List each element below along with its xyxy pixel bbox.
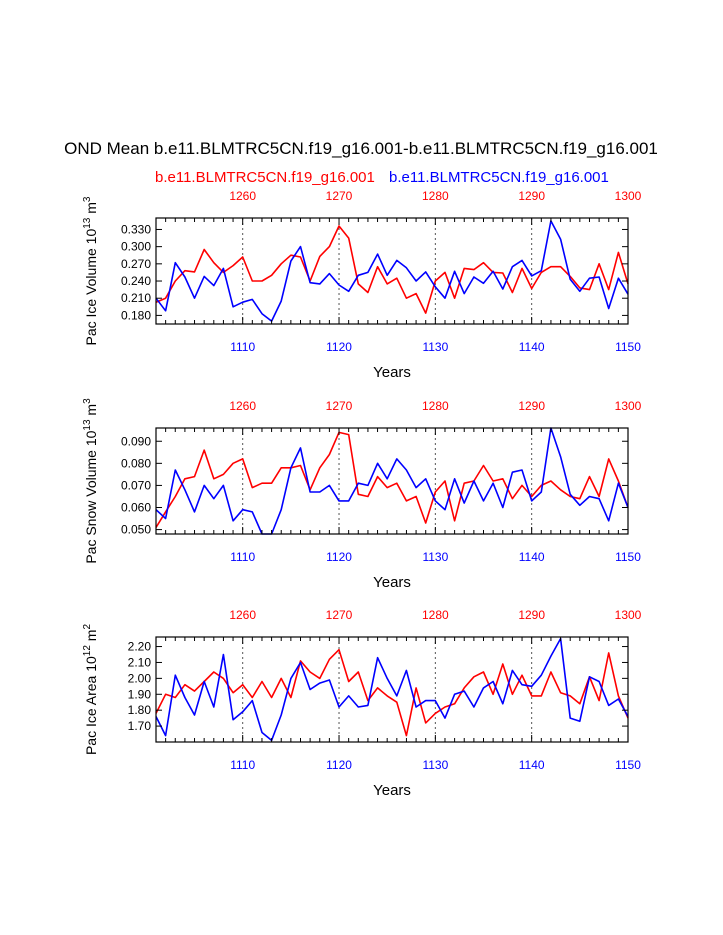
x-tick-label-top: 1290 xyxy=(518,399,545,413)
panel-ice-volume: 0.180 0.210 0.240 0.270 0.300 0.330 1110 1120 11… xyxy=(82,189,642,381)
x-tick-label-top: 1270 xyxy=(326,608,353,622)
x-tick-label-bottom: 1140 xyxy=(519,550,545,564)
x-tick-label-top: 1280 xyxy=(422,399,449,413)
x-tick-label-top: 1270 xyxy=(326,399,353,413)
x-tick-label-bottom: 1150 xyxy=(615,340,641,354)
y-tick-label: 0.240 xyxy=(121,274,151,288)
plot-frame xyxy=(155,217,629,325)
y-tick-label: 0.330 xyxy=(121,222,151,236)
x-axis-label: Years xyxy=(373,364,411,381)
x-tick-label-bottom: 1120 xyxy=(326,550,352,564)
x-tick-label-bottom: 1150 xyxy=(615,758,641,772)
series-line-blue xyxy=(155,427,629,535)
y-tick-label: 0.080 xyxy=(121,456,151,470)
panel-ice-area: 1.70 1.80 1.90 2.00 2.102.20 1110 1120 1130 1140… xyxy=(82,608,642,799)
x-tick-label-top: 1260 xyxy=(229,608,256,622)
x-tick-label-top: 1270 xyxy=(326,189,353,203)
x-tick-label-top: 1280 xyxy=(422,608,449,622)
series-line-red xyxy=(155,648,629,737)
y-tick-label: 0.050 xyxy=(121,523,151,537)
y-tick-label: 2.10 xyxy=(128,655,152,669)
series-line-blue xyxy=(155,637,629,742)
x-tick-label-bottom: 1150 xyxy=(615,550,641,564)
y-tick-label: 0.300 xyxy=(121,240,151,254)
x-tick-label-bottom: 1120 xyxy=(326,758,352,772)
page-title: OND Mean b.e11.BLMTRC5CN.f19_g16.001-b.e… xyxy=(64,139,658,158)
series-line-red xyxy=(155,431,629,528)
x-tick-label-top: 1300 xyxy=(615,189,642,203)
x-tick-label-top: 1260 xyxy=(229,399,256,413)
x-tick-label-top: 1300 xyxy=(615,608,642,622)
x-tick-label-bottom: 1140 xyxy=(519,758,545,772)
x-axis-label: Years xyxy=(373,782,411,799)
x-tick-label-top: 1290 xyxy=(518,189,545,203)
legend-blue-label: b.e11.BLMTRC5CN.f19_g16.001 xyxy=(389,169,609,186)
y-axis-label: Pac Ice Volume 1013 m3 xyxy=(82,196,99,345)
y-axis-label: Pac Ice Area 1012 m2 xyxy=(82,624,99,756)
x-tick-label-bottom: 1120 xyxy=(326,340,352,354)
y-tick-label: 1.90 xyxy=(128,687,152,701)
x-tick-label-top: 1260 xyxy=(229,189,256,203)
y-tick-label: 0.180 xyxy=(121,308,151,322)
x-tick-label-bottom: 1140 xyxy=(519,340,545,354)
y-tick-label: 1.70 xyxy=(128,719,152,733)
y-tick-label: 1.80 xyxy=(128,703,152,717)
y-axis-label: Pac Snow Volume 1013 m3 xyxy=(82,398,99,564)
plot-frame xyxy=(155,427,629,535)
y-tick-label: 0.060 xyxy=(121,501,151,515)
x-tick-label-bottom: 1110 xyxy=(230,758,255,772)
y-tick-label: 0.070 xyxy=(121,478,151,492)
x-tick-label-bottom: 1130 xyxy=(422,758,448,772)
x-tick-label-top: 1290 xyxy=(518,608,545,622)
x-tick-label-bottom: 1130 xyxy=(422,550,448,564)
panel-snow-volume: 0.050 0.060 0.070 0.080 0.090 1110 1120 1130 114… xyxy=(82,398,642,591)
series-line-red xyxy=(155,225,629,314)
plot-frame xyxy=(155,636,629,743)
x-axis-label: Years xyxy=(373,574,411,591)
y-tick-label: 2.20 xyxy=(128,640,152,654)
x-tick-label-top: 1300 xyxy=(615,399,642,413)
y-tick-label: 2.00 xyxy=(128,671,152,685)
y-tick-label: 0.270 xyxy=(121,257,151,271)
y-tick-label: 0.210 xyxy=(121,291,151,305)
series-line-blue xyxy=(155,220,629,322)
legend-red-label: b.e11.BLMTRC5CN.f19_g16.001 xyxy=(155,169,375,186)
x-tick-label-top: 1280 xyxy=(422,189,449,203)
x-tick-label-bottom: 1110 xyxy=(230,550,255,564)
x-tick-label-bottom: 1110 xyxy=(230,340,255,354)
x-tick-label-bottom: 1130 xyxy=(422,340,448,354)
y-tick-label: 0.090 xyxy=(121,434,151,448)
